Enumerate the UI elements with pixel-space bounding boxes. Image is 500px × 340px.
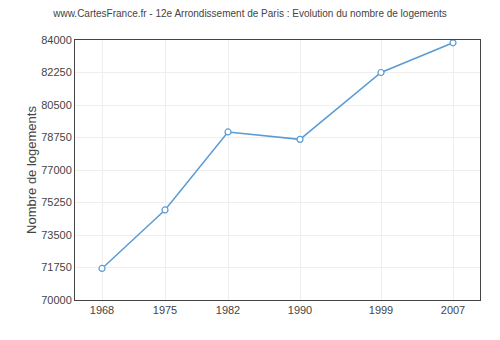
svg-text:1990: 1990 <box>288 304 312 316</box>
svg-text:1968: 1968 <box>90 304 114 316</box>
svg-text:www.CartesFrance.fr - 12e Arro: www.CartesFrance.fr - 12e Arrondissement… <box>52 8 447 19</box>
svg-text:75250: 75250 <box>41 196 72 208</box>
svg-text:70000: 70000 <box>41 294 72 306</box>
svg-text:2007: 2007 <box>441 304 465 316</box>
svg-text:1975: 1975 <box>153 304 177 316</box>
svg-text:82250: 82250 <box>41 66 72 78</box>
svg-text:1999: 1999 <box>369 304 393 316</box>
svg-text:1982: 1982 <box>216 304 240 316</box>
svg-text:77000: 77000 <box>41 164 72 176</box>
svg-text:78750: 78750 <box>41 131 72 143</box>
svg-text:71750: 71750 <box>41 261 72 273</box>
svg-text:73500: 73500 <box>41 229 72 241</box>
svg-text:80500: 80500 <box>41 99 72 111</box>
svg-text:Nombre de logements: Nombre de logements <box>24 106 39 234</box>
svg-text:84000: 84000 <box>41 34 72 46</box>
